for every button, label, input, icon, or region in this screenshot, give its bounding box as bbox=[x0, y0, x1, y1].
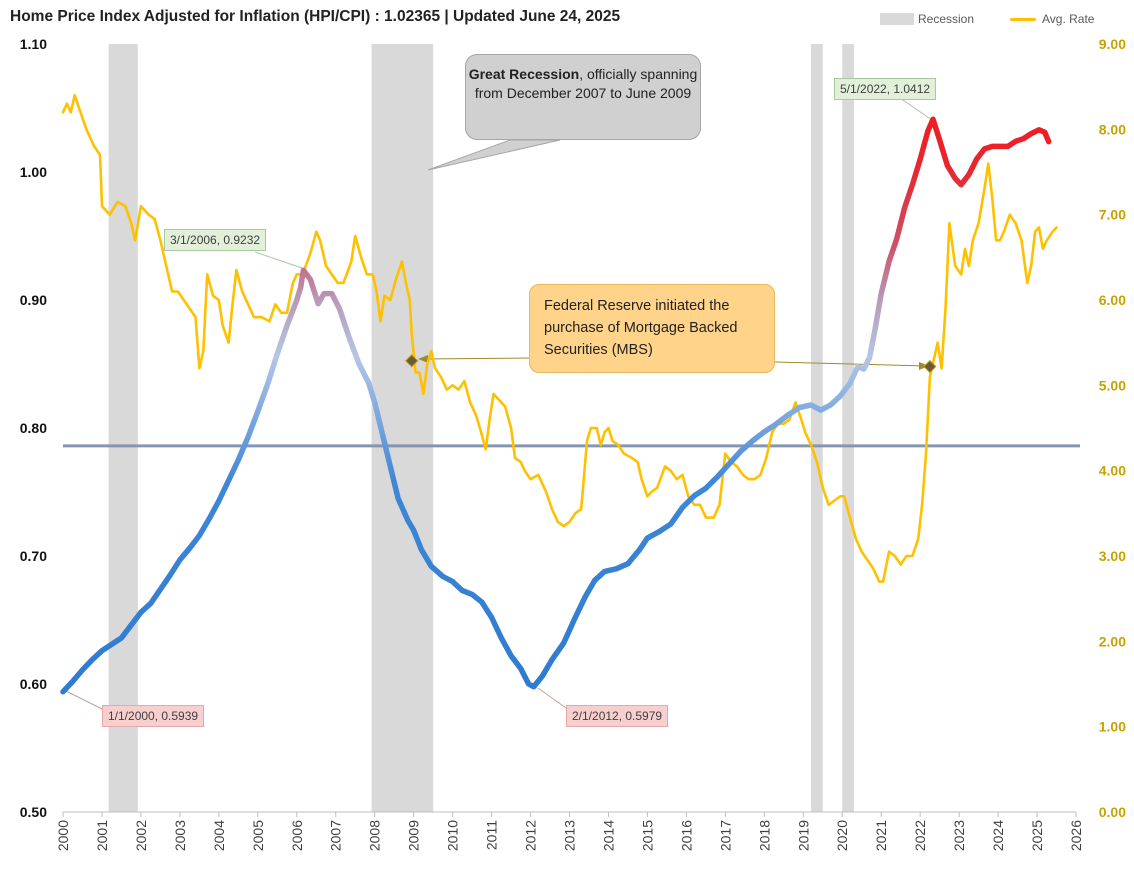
y-right-tick-label-9.00: 9.00 bbox=[1099, 36, 1126, 52]
legend-recession-label: Recession bbox=[918, 12, 975, 26]
x-tick-label-2010: 2010 bbox=[445, 820, 461, 851]
x-tick-label-2016: 2016 bbox=[678, 820, 694, 851]
great-recession-callout: Great Recession, officially spanning fro… bbox=[465, 54, 701, 140]
y-right-tick-label-8.00: 8.00 bbox=[1099, 121, 1126, 137]
y-right-tick-label-2.00: 2.00 bbox=[1099, 633, 1126, 649]
mbs-marker-0 bbox=[404, 354, 419, 368]
y-right-tick-label-5.00: 5.00 bbox=[1099, 377, 1126, 393]
hpi-line bbox=[60, 116, 1052, 695]
recession-band-2 bbox=[811, 44, 823, 812]
label-2006-leader bbox=[254, 251, 303, 269]
y-axis-right: 0.00 1.00 2.00 3.00 4.00 5.00 6.00 7.00 8.00 9.00 bbox=[1099, 36, 1126, 820]
x-tick-label-2000: 2000 bbox=[55, 820, 71, 851]
recession-bands bbox=[108, 44, 854, 812]
y-axis-left: 0.50 0.60 0.70 0.80 0.90 1.00 1.10 bbox=[20, 36, 47, 820]
x-tick-label-2012: 2012 bbox=[523, 820, 539, 851]
y-right-tick-label-0.00: 0.00 bbox=[1099, 804, 1126, 820]
x-tick-label-2002: 2002 bbox=[133, 820, 149, 851]
x-axis: 2000 2001 2002 2003 2004 2005 2006 2007 2008 2009… bbox=[55, 811, 1084, 851]
x-tick-label-2018: 2018 bbox=[756, 820, 772, 851]
x-tick-label-2022: 2022 bbox=[912, 820, 928, 851]
legend-recession: Recession bbox=[880, 12, 974, 26]
x-tick-label-2008: 2008 bbox=[367, 820, 383, 851]
x-tick-label-2001: 2001 bbox=[94, 820, 110, 851]
recession-band-3 bbox=[842, 44, 854, 812]
y-right-tick-label-7.00: 7.00 bbox=[1099, 207, 1126, 223]
x-tick-label-2009: 2009 bbox=[406, 820, 422, 851]
label-2000-leader bbox=[63, 689, 105, 711]
x-tick-label-2017: 2017 bbox=[717, 820, 733, 851]
legend-avg-rate-label: Avg. Rate bbox=[1042, 12, 1095, 26]
y-right-tick-label-1.00: 1.00 bbox=[1099, 719, 1126, 735]
label-2022: 5/1/2022, 1.0412 bbox=[834, 78, 937, 100]
legend-recession-swatch bbox=[880, 13, 914, 25]
x-tick-label-2013: 2013 bbox=[562, 820, 578, 851]
chart-title: Home Price Index Adjusted for Inflation … bbox=[10, 8, 621, 25]
label-2012: 2/1/2012, 0.5979 bbox=[566, 705, 669, 727]
x-tick-label-2020: 2020 bbox=[834, 820, 850, 851]
y-right-tick-label-6.00: 6.00 bbox=[1099, 292, 1126, 308]
label-2022-leader bbox=[899, 97, 933, 121]
x-tick-label-2023: 2023 bbox=[951, 820, 967, 851]
label-2006: 3/1/2006, 0.9232 bbox=[164, 229, 267, 251]
x-tick-label-2014: 2014 bbox=[600, 820, 616, 851]
x-tick-label-2006: 2006 bbox=[289, 820, 305, 851]
legend-avg-rate: Avg. Rate bbox=[1010, 12, 1094, 26]
mbs-arrowhead-left bbox=[418, 355, 428, 363]
y-right-tick-label-4.00: 4.00 bbox=[1099, 463, 1126, 479]
y-left-tick-label-0.70: 0.70 bbox=[20, 548, 47, 564]
label-2000: 1/1/2000, 0.5939 bbox=[102, 705, 205, 727]
hpi-series-path bbox=[60, 116, 1052, 695]
avg-rate-series-path bbox=[61, 93, 1058, 583]
x-tick-label-2021: 2021 bbox=[873, 820, 889, 851]
x-tick-label-2003: 2003 bbox=[172, 820, 188, 851]
y-left-tick-label-0.50: 0.50 bbox=[20, 804, 47, 820]
y-left-tick-label-1.00: 1.00 bbox=[20, 164, 47, 180]
mbs-marker-1 bbox=[923, 359, 937, 374]
mbs-arrow-left bbox=[419, 357, 531, 360]
y-left-tick-label-0.60: 0.60 bbox=[20, 676, 47, 692]
avg-rate-line bbox=[61, 93, 1058, 583]
x-tick-label-2005: 2005 bbox=[250, 820, 266, 851]
y-left-tick-label-0.80: 0.80 bbox=[20, 420, 47, 436]
great-recession-title: Great Recession bbox=[468, 66, 580, 82]
y-left-tick-label-1.10: 1.10 bbox=[20, 36, 47, 52]
fed-mbs-text: Federal Reserve initiated the purchase o… bbox=[544, 298, 738, 358]
recession-band-0 bbox=[108, 44, 138, 812]
y-right-tick-label-3.00: 3.00 bbox=[1099, 548, 1126, 564]
mbs-markers bbox=[404, 354, 937, 374]
great-recession-text: , officially spanning from December 2007… bbox=[474, 66, 698, 101]
x-tick-label-2019: 2019 bbox=[795, 820, 811, 851]
x-tick-label-2007: 2007 bbox=[328, 820, 344, 851]
x-tick-label-2004: 2004 bbox=[211, 820, 227, 851]
x-tick-label-2025: 2025 bbox=[1029, 820, 1045, 851]
label-2012-leader bbox=[537, 687, 567, 709]
legend-avg-rate-swatch bbox=[1010, 17, 1036, 21]
mbs-arrow-right bbox=[773, 361, 928, 367]
x-tick-label-2024: 2024 bbox=[990, 820, 1006, 851]
y-left-tick-label-0.90: 0.90 bbox=[20, 292, 47, 308]
x-tick-label-2015: 2015 bbox=[639, 820, 655, 851]
great-recession-pointer bbox=[427, 139, 561, 171]
annotation-leaders bbox=[63, 97, 933, 711]
fed-mbs-callout: Federal Reserve initiated the purchase o… bbox=[529, 284, 775, 373]
x-tick-label-2026: 2026 bbox=[1068, 820, 1084, 851]
x-tick-label-2011: 2011 bbox=[484, 820, 500, 850]
